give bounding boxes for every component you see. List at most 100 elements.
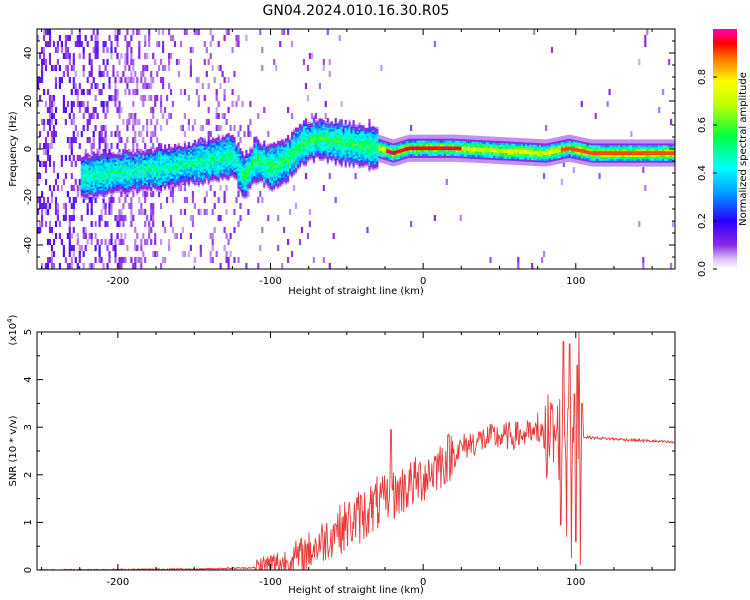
spectrogram-cell	[408, 134, 411, 137]
spectrogram-cell	[334, 133, 337, 136]
spectrogram-cell	[239, 148, 242, 151]
spectrogram-cell	[179, 89, 183, 95]
spectrogram-cell	[326, 121, 329, 124]
spectrogram-cell	[412, 148, 415, 151]
spectrogram-cell	[171, 159, 175, 162]
spectrogram-cell	[84, 182, 87, 185]
spectrogram-cell	[88, 182, 91, 186]
spectrogram-cell	[356, 159, 359, 162]
spectrogram-cell	[368, 131, 371, 134]
spectrogram-cell	[420, 142, 423, 145]
spectrogram-cell	[281, 181, 284, 184]
spectrogram-cell	[366, 145, 369, 148]
spectrogram-cell	[215, 162, 218, 165]
spectrogram-cell	[249, 155, 252, 158]
spectrogram-cell	[378, 156, 381, 159]
spectrogram-cell	[312, 155, 315, 159]
spectrogram-cell	[396, 142, 399, 145]
spectrogram-cell	[50, 245, 54, 251]
spectrogram-cell	[80, 190, 83, 193]
spectrogram-cell	[423, 138, 427, 141]
spectrogram-cell	[281, 154, 284, 157]
spectrogram-cell	[231, 159, 234, 162]
spectrogram-cell	[52, 131, 56, 137]
spectrogram-cell	[259, 180, 262, 183]
spectrogram-cell	[392, 156, 395, 159]
spectrogram-cell	[132, 159, 135, 162]
spectrogram-cell	[310, 145, 313, 148]
spectrogram-cell	[112, 159, 115, 162]
spectrogram-cell	[275, 162, 278, 165]
spectrogram-cell	[169, 169, 173, 172]
spectrogram-cell	[247, 155, 250, 158]
spectrogram-cell	[197, 148, 200, 151]
spectrogram-cell	[296, 166, 300, 169]
spectrogram-cell	[191, 191, 194, 197]
spectrogram-cell	[108, 181, 111, 185]
spectrogram-cell	[102, 181, 105, 184]
spectrogram-cell	[265, 156, 268, 159]
spectrogram-cell	[126, 163, 129, 166]
spectrogram-cell	[380, 65, 383, 71]
spectrogram-cell	[336, 138, 339, 141]
spectrogram-cell	[273, 157, 276, 160]
spectrogram-cell	[346, 124, 349, 127]
spectrogram-cell	[314, 142, 317, 145]
spectrogram-cell	[108, 158, 111, 161]
spectrogram-cell	[229, 173, 232, 176]
spectrogram-cell	[104, 179, 107, 182]
spectrogram-cell	[223, 161, 226, 164]
spectrogram-cell	[296, 158, 300, 161]
spectrogram-cell	[124, 149, 127, 152]
spectrogram-cell	[251, 181, 254, 184]
spectrogram-cell	[358, 164, 361, 167]
spectrogram-cell	[316, 131, 319, 134]
spectrogram-cell	[241, 170, 244, 173]
spectrogram-cell	[80, 161, 83, 164]
spectrogram-cell	[213, 148, 216, 151]
spectrogram-cell	[199, 170, 202, 173]
spectrogram-cell	[376, 130, 379, 133]
spectrogram-cell	[215, 151, 218, 154]
spectrogram-cell	[144, 152, 147, 155]
spectrogram-cell	[374, 127, 377, 130]
spectrogram-cell	[233, 140, 236, 144]
spectrogram-cell	[116, 221, 119, 227]
spectrogram-cell	[62, 179, 65, 185]
spectrogram-cell	[41, 215, 44, 221]
spectrogram-cell	[134, 245, 137, 251]
spectrogram-cell	[334, 154, 337, 157]
spectrogram-cell	[148, 152, 151, 155]
spectrogram-cell	[162, 176, 165, 179]
spectrogram-cell	[416, 142, 419, 145]
spectrogram-cell	[445, 179, 448, 185]
spectrogram-cell	[168, 166, 171, 170]
spectrogram-cell	[251, 156, 254, 159]
spectrogram-cell	[76, 263, 79, 269]
spectrogram-cell	[132, 155, 135, 159]
spectrogram-cell	[249, 185, 252, 188]
spectrogram-cell	[207, 160, 210, 163]
spectrogram-cell	[394, 163, 397, 167]
spectrogram-cell	[253, 172, 256, 175]
spectrogram-cell	[148, 156, 151, 159]
spectrogram-cell	[70, 173, 73, 179]
spectrogram-cell	[209, 41, 212, 47]
spectrogram-cell	[219, 161, 222, 164]
spectrogram-cell	[106, 189, 109, 192]
spectrogram-cell	[306, 141, 310, 144]
spectrogram-cell	[344, 164, 347, 167]
spectrogram-cell	[334, 164, 337, 167]
spectrogram-cell	[423, 136, 427, 139]
spectrogram-cell	[211, 160, 214, 163]
spectrogram-cell	[74, 179, 77, 185]
spectrogram-cell	[233, 171, 236, 174]
spectrogram-cell	[134, 263, 137, 269]
spectrogram-cell	[406, 150, 409, 153]
spectrogram-cell	[98, 176, 101, 179]
spectrogram-cell	[326, 148, 329, 151]
spectrogram-cell	[249, 187, 252, 190]
spectrogram-cell	[148, 169, 151, 172]
spectrogram-cell	[243, 183, 246, 186]
spectrogram-cell	[193, 159, 196, 162]
